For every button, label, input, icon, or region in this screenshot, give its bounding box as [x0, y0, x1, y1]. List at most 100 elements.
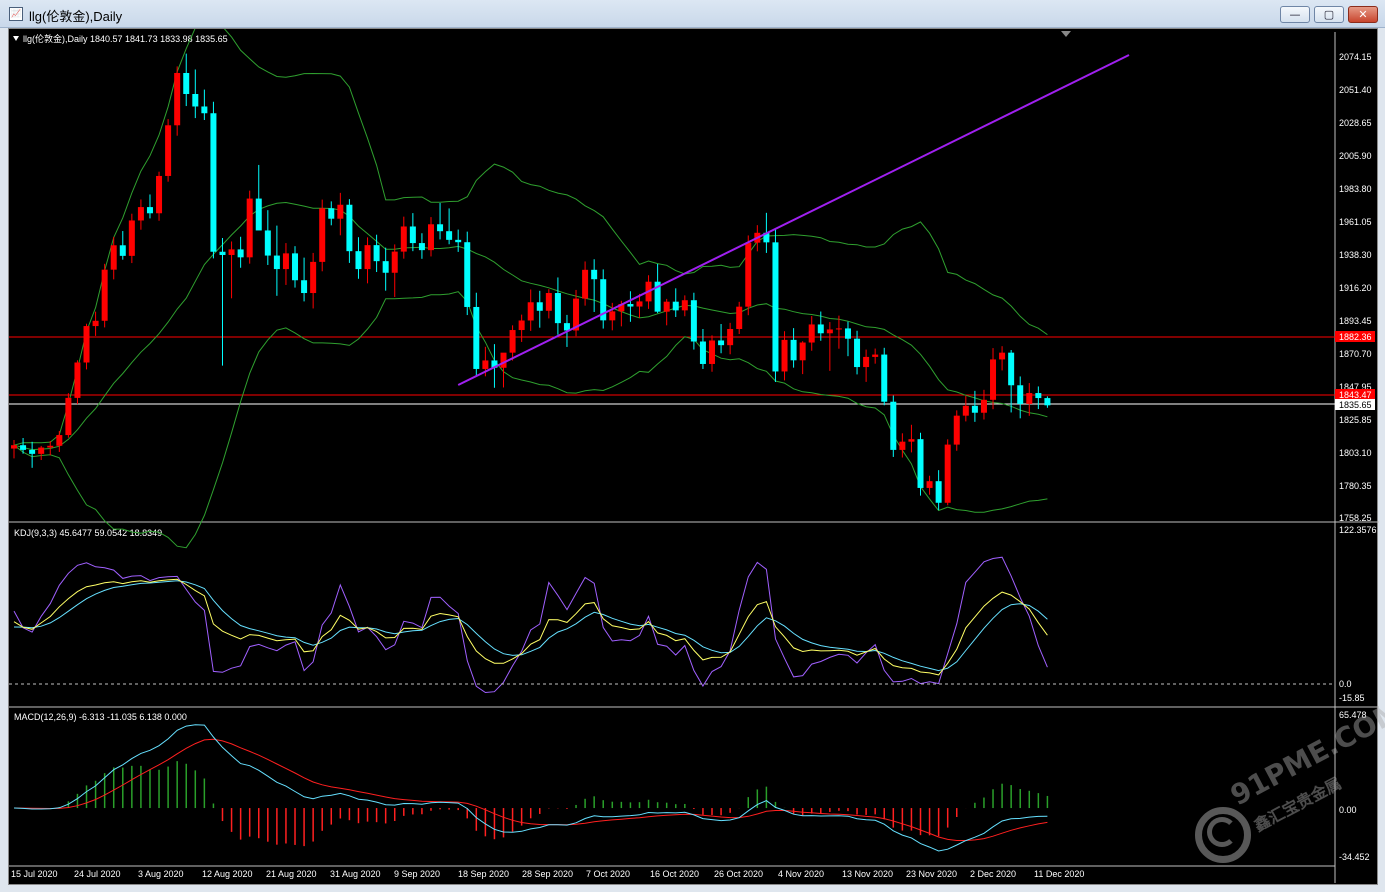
candle-body	[201, 106, 208, 114]
candle	[427, 217, 434, 257]
candle-body	[137, 207, 144, 221]
candle	[817, 311, 824, 341]
candle-body	[518, 320, 525, 331]
candle	[699, 329, 706, 369]
candle-body	[844, 328, 851, 339]
candle-body	[654, 281, 661, 312]
candle-body	[400, 226, 407, 252]
macd-indicator	[13, 724, 1049, 852]
candle-body	[165, 125, 172, 176]
candle-body	[101, 269, 108, 321]
kdj-indicator	[13, 556, 1048, 694]
candle-body	[20, 445, 27, 450]
candle	[518, 314, 525, 342]
candle	[709, 335, 716, 372]
time-tick-label: 4 Nov 2020	[778, 869, 824, 879]
candle	[174, 66, 181, 136]
candle	[156, 171, 163, 221]
candle-body	[917, 439, 924, 488]
candle-body	[1044, 398, 1051, 406]
candlestick-series	[11, 53, 1051, 511]
shift-marker-icon[interactable]	[1061, 31, 1071, 37]
price-tick-label: 1938.30	[1339, 250, 1372, 260]
time-tick-label: 24 Jul 2020	[74, 869, 121, 879]
candle-body	[29, 449, 36, 454]
candle	[20, 437, 27, 454]
candle	[826, 322, 833, 371]
candle-body	[264, 230, 271, 256]
candle	[799, 341, 806, 375]
candle	[128, 213, 135, 264]
candle	[373, 234, 380, 273]
time-tick-label: 16 Oct 2020	[650, 869, 699, 879]
chart-window[interactable]: llg(伦敦金),Daily 1840.57 1841.73 1833.98 1…	[8, 28, 1385, 886]
candle	[92, 311, 99, 336]
kdj-scale-label: 122.3576	[1339, 525, 1377, 535]
candle	[346, 199, 353, 263]
price-tick-label: 1983.80	[1339, 184, 1372, 194]
candle-body	[146, 207, 153, 214]
candle	[328, 201, 335, 226]
candle	[545, 289, 552, 319]
candle-body	[219, 251, 226, 255]
price-tick-label: 1758.25	[1339, 513, 1372, 523]
candle	[1017, 376, 1024, 419]
candle-body	[228, 249, 235, 255]
close-button[interactable]: ✕	[1348, 6, 1378, 23]
level-tag-bid-text: 1835.65	[1339, 400, 1372, 410]
candle-body	[554, 293, 561, 324]
bollinger-bands	[13, 29, 1048, 549]
price-tick-label: 2005.90	[1339, 151, 1372, 161]
candle-body	[709, 340, 716, 364]
candle-body	[65, 397, 72, 436]
candle	[854, 330, 861, 375]
candle-body	[563, 323, 570, 331]
candle	[600, 269, 607, 329]
candle-body	[328, 208, 335, 219]
candle-body	[156, 175, 163, 214]
candle	[437, 202, 444, 240]
bollinger-lower-line	[13, 291, 1048, 549]
candle	[319, 199, 326, 272]
candle-body	[301, 280, 308, 294]
candle	[872, 348, 879, 364]
kdj-panel-header: KDJ(9,3,3) 45.6477 59.0542 18.8349	[14, 528, 162, 538]
candle-body	[74, 362, 81, 398]
candle	[554, 277, 561, 335]
candle-body	[446, 231, 453, 240]
candle-body	[835, 328, 842, 330]
main-panel-header: llg(伦敦金),Daily 1840.57 1841.73 1833.98 1…	[23, 33, 228, 44]
candle-body	[854, 338, 861, 368]
candle-body	[573, 298, 580, 331]
candle-body	[772, 242, 779, 372]
candle-body	[473, 306, 480, 369]
level-tag-1843-text: 1843.47	[1339, 390, 1372, 400]
candle-body	[391, 251, 398, 273]
candle-body	[56, 435, 63, 446]
candle	[582, 261, 589, 306]
candle	[890, 395, 897, 457]
candle-body	[681, 300, 688, 311]
candle	[527, 289, 534, 331]
candle	[65, 393, 72, 438]
minimize-button[interactable]: —	[1280, 6, 1310, 23]
candle	[146, 194, 153, 219]
maximize-button[interactable]: ▢	[1314, 6, 1344, 23]
window-titlebar[interactable]: 📈 llg(伦敦金),Daily — ▢ ✕	[0, 0, 1385, 28]
time-tick-label: 9 Sep 2020	[394, 869, 440, 879]
candle	[881, 347, 888, 406]
candle	[573, 289, 580, 337]
candle-body	[509, 330, 516, 353]
candle-body	[38, 447, 45, 454]
candle	[1008, 350, 1015, 413]
candle-body	[609, 311, 616, 321]
kdj-j-line	[13, 556, 1048, 694]
chart-canvas[interactable]: llg(伦敦金),Daily 1840.57 1841.73 1833.98 1…	[9, 29, 1379, 886]
price-tick-label: 1847.95	[1339, 382, 1372, 392]
time-tick-label: 7 Oct 2020	[586, 869, 630, 879]
candle	[654, 263, 661, 314]
candle	[591, 259, 598, 312]
symbol-dropdown-icon[interactable]	[13, 36, 19, 41]
candle	[192, 69, 199, 119]
candle	[11, 440, 17, 459]
